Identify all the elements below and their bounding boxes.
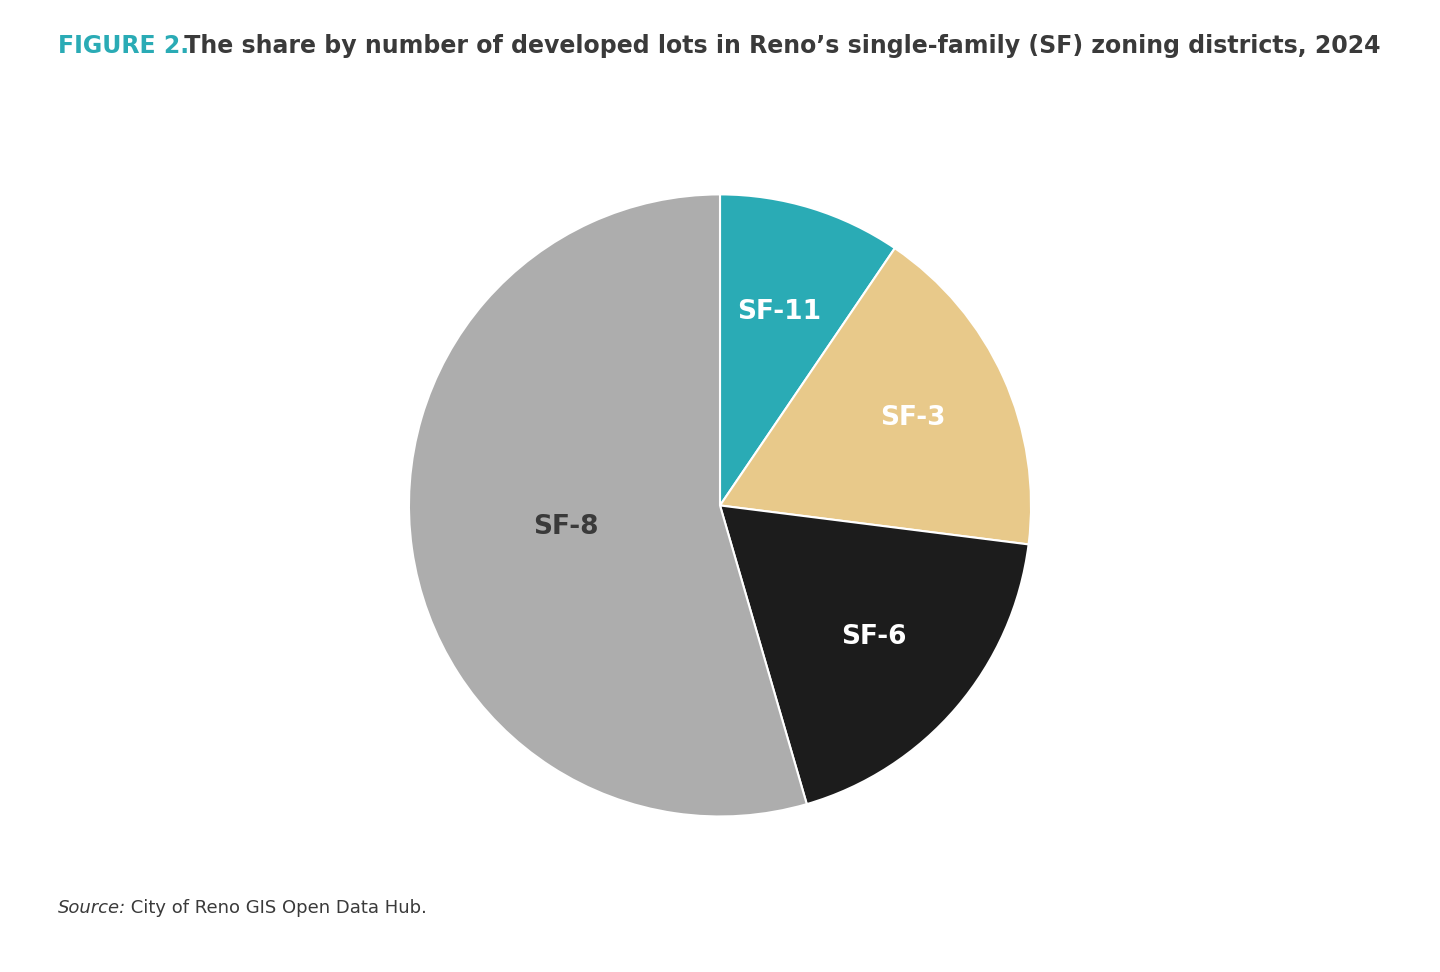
Text: SF-8: SF-8 bbox=[533, 514, 599, 540]
Text: The share by number of developed lots in Reno’s single-family (SF) zoning distri: The share by number of developed lots in… bbox=[176, 34, 1380, 58]
Text: Source:: Source: bbox=[58, 899, 125, 918]
Wedge shape bbox=[720, 505, 1028, 804]
Text: City of Reno GIS Open Data Hub.: City of Reno GIS Open Data Hub. bbox=[125, 899, 428, 918]
Text: SF-3: SF-3 bbox=[880, 405, 946, 432]
Text: SF-11: SF-11 bbox=[737, 299, 821, 326]
Text: SF-6: SF-6 bbox=[841, 624, 907, 649]
Wedge shape bbox=[720, 248, 1031, 544]
Text: FIGURE 2.: FIGURE 2. bbox=[58, 34, 189, 58]
Wedge shape bbox=[409, 194, 806, 816]
Wedge shape bbox=[720, 194, 894, 505]
